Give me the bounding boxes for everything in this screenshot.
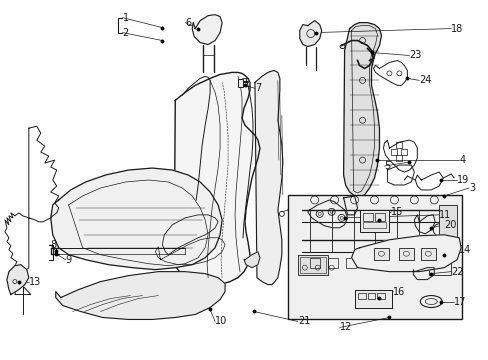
Text: 9: 9	[65, 255, 72, 265]
Polygon shape	[244, 252, 260, 268]
Bar	[362, 213, 372, 221]
Polygon shape	[51, 168, 222, 270]
Bar	[345, 258, 355, 268]
Bar	[377, 293, 385, 298]
Text: 23: 23	[408, 50, 421, 60]
Polygon shape	[254, 71, 282, 285]
Bar	[438, 205, 456, 245]
Bar	[238, 80, 243, 87]
Text: 13: 13	[29, 276, 41, 287]
Bar	[421, 248, 435, 260]
Text: 24: 24	[419, 75, 431, 85]
Bar	[399, 248, 413, 260]
Bar	[367, 293, 375, 298]
Text: 12: 12	[339, 323, 351, 332]
FancyBboxPatch shape	[287, 195, 461, 319]
Bar	[359, 210, 388, 232]
Bar	[297, 255, 327, 275]
Polygon shape	[56, 272, 224, 319]
Text: 7: 7	[254, 84, 261, 93]
Text: 15: 15	[390, 207, 403, 217]
Text: 18: 18	[450, 24, 463, 33]
Bar	[401, 149, 407, 155]
Text: 4: 4	[458, 155, 465, 165]
Bar	[299, 257, 325, 273]
Text: 8: 8	[51, 240, 57, 250]
Bar	[396, 155, 402, 161]
Text: 3: 3	[468, 183, 474, 193]
Text: 17: 17	[453, 297, 466, 306]
Bar	[428, 260, 450, 275]
Text: 16: 16	[393, 287, 405, 297]
Bar	[362, 222, 386, 228]
Text: 5: 5	[384, 161, 390, 171]
Text: 2: 2	[122, 28, 128, 37]
Bar	[396, 142, 402, 148]
Bar	[354, 289, 392, 307]
Text: 19: 19	[456, 175, 468, 185]
Polygon shape	[174, 72, 260, 285]
Text: 21: 21	[297, 316, 309, 327]
Polygon shape	[7, 265, 29, 294]
Text: 11: 11	[438, 210, 450, 220]
Text: 6: 6	[185, 18, 191, 28]
Polygon shape	[192, 15, 222, 45]
Text: 20: 20	[443, 220, 456, 230]
Text: 1: 1	[122, 13, 128, 23]
Bar	[375, 213, 385, 221]
Text: 22: 22	[450, 267, 463, 276]
Bar	[309, 258, 319, 268]
Bar	[357, 293, 365, 298]
Text: 10: 10	[215, 316, 227, 327]
Bar	[374, 248, 388, 260]
Bar	[390, 149, 397, 155]
Bar	[327, 258, 337, 268]
Polygon shape	[343, 23, 381, 198]
Polygon shape	[351, 235, 460, 272]
Text: 14: 14	[458, 245, 470, 255]
Polygon shape	[299, 21, 321, 46]
